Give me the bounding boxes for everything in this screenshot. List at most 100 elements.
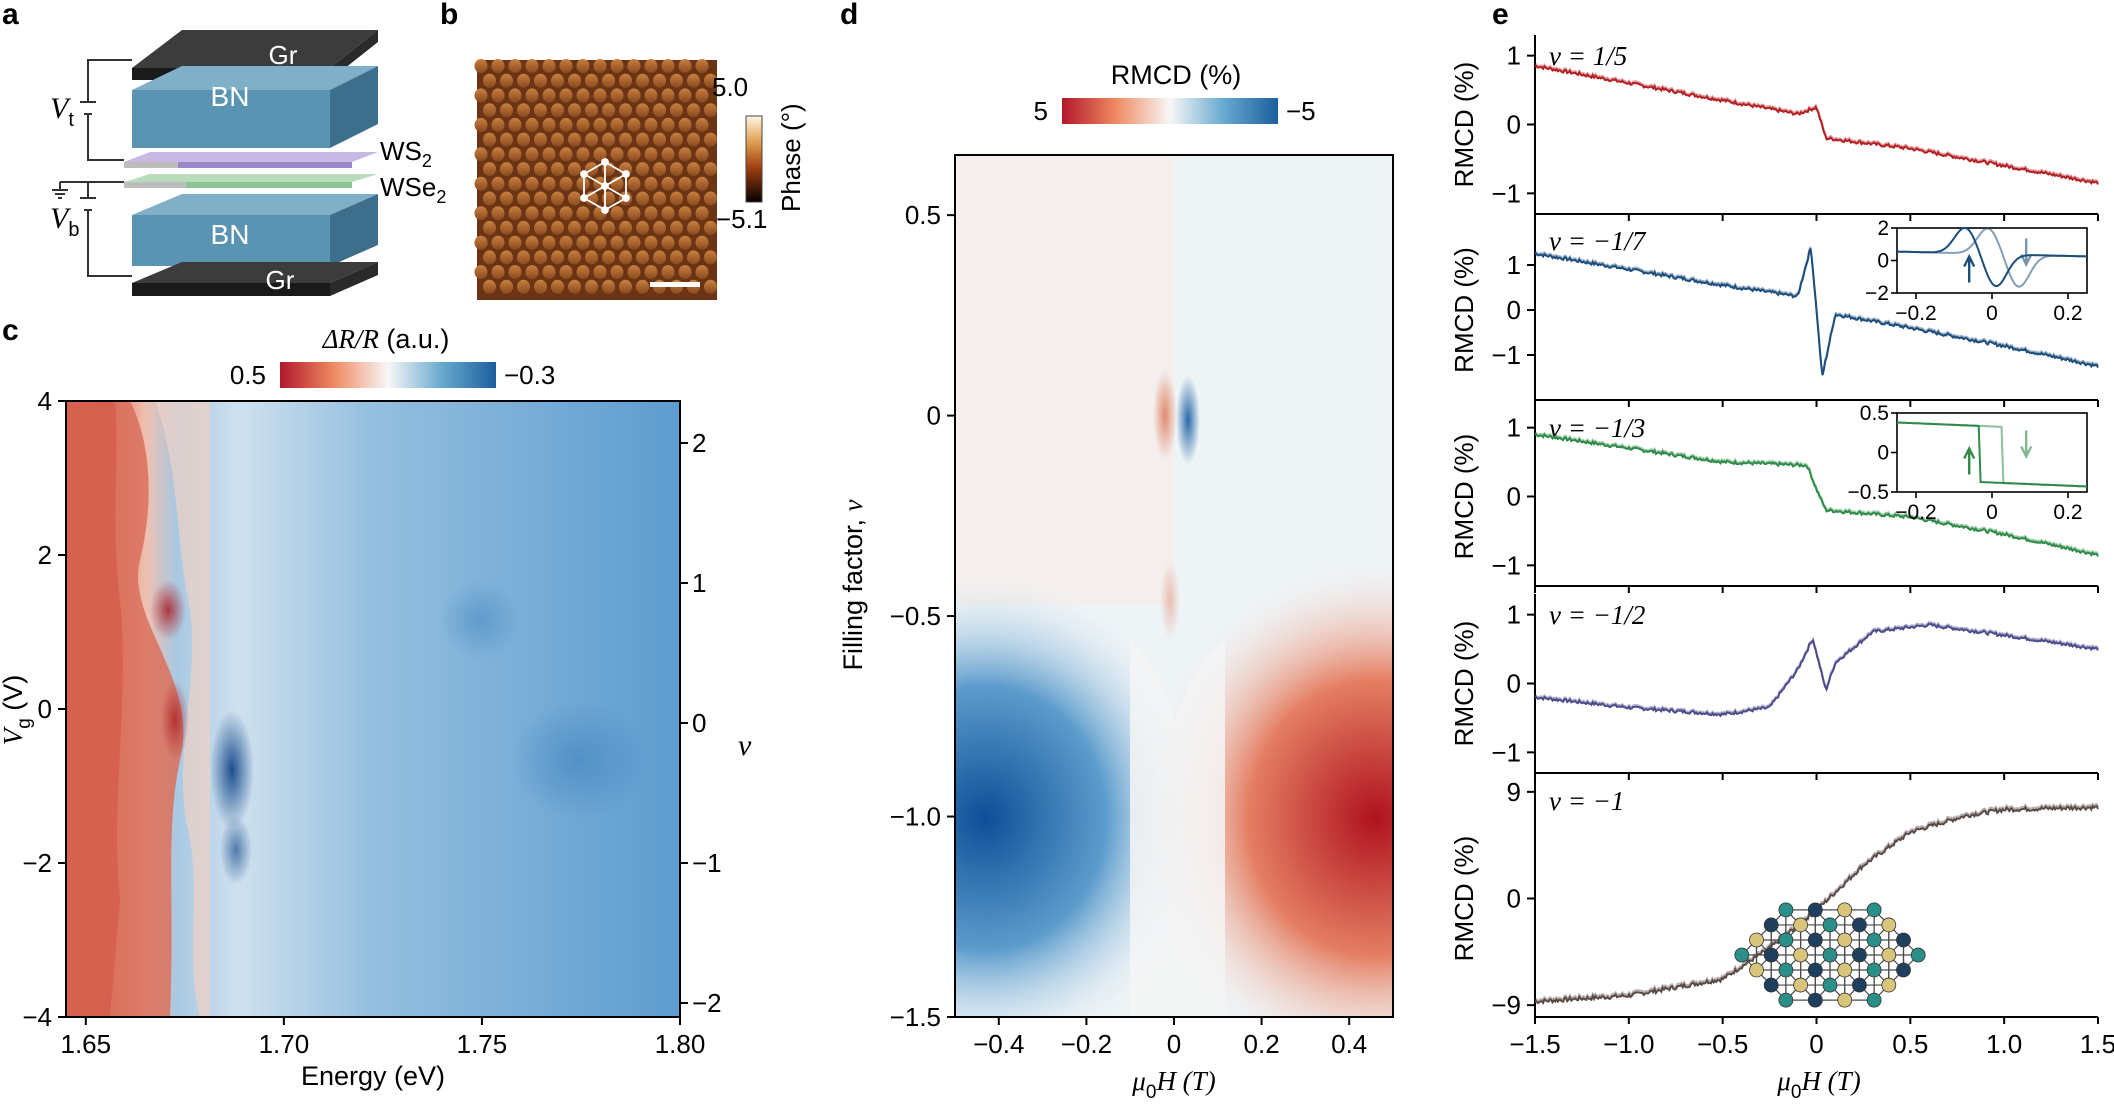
svg-text:Vb: Vb (50, 202, 79, 241)
moire-site (678, 206, 692, 221)
e-ytick-label: 1 (1507, 41, 1521, 71)
moire-site (619, 73, 632, 88)
moire-site (542, 206, 556, 221)
moire-site (661, 235, 675, 250)
c-xlabel: Energy (eV) (301, 1061, 445, 1091)
e-ylabel: RMCD (%) (1449, 247, 1479, 373)
moire-site (491, 206, 505, 221)
moire-site (559, 206, 573, 221)
d-xtick-label: 0.4 (1331, 1029, 1367, 1059)
moire-site (678, 265, 692, 280)
moire-site (636, 132, 649, 147)
d-ytick-label: −1.5 (890, 1002, 941, 1032)
e-series-line-sweep (1535, 246, 2099, 374)
moire-site (644, 117, 658, 132)
moire-site (602, 279, 615, 294)
layer-bn-bottom: BN (132, 194, 378, 266)
moire-site (619, 220, 632, 235)
moire-site (500, 73, 513, 88)
moire-site (704, 250, 717, 265)
arrow-down-icon (2020, 430, 2033, 460)
moire-site (542, 117, 556, 132)
e-ytick-label: 0 (1507, 295, 1521, 325)
moire-site (653, 103, 666, 118)
moire-site (542, 176, 556, 191)
e-xtick-label: 1.5 (2080, 1029, 2114, 1059)
moire-site (670, 162, 683, 177)
moire-site (687, 73, 700, 88)
moire-site (678, 88, 692, 103)
moire-site (542, 88, 556, 103)
lattice-inset-icon (1734, 902, 1926, 1008)
lattice-site (1763, 947, 1779, 963)
lattice-site (1763, 917, 1779, 933)
lattice-site (1778, 962, 1794, 978)
panel-d-letter: d (840, 0, 858, 31)
moire-site (576, 235, 590, 250)
panel-d: d RMCD (%) 5 −5 −0.4 −0.2 0 0.2 0.40.50−0.5−… (838, 0, 1394, 1103)
moire-site (525, 88, 539, 103)
moire-site (610, 235, 624, 250)
moire-site (491, 88, 505, 103)
arrow-up-icon (1963, 445, 1976, 475)
moire-site (508, 147, 522, 162)
moire-site (610, 88, 624, 103)
moire-site (687, 250, 700, 265)
e-inset-sweep-down (1896, 421, 2088, 488)
c-xtick-label: 1.75 (457, 1029, 508, 1059)
moire-site (534, 162, 547, 177)
moire-site (661, 147, 675, 162)
e-ytick-label: −1 (1491, 737, 1521, 767)
panel-a: a Gr BN WS2 WSe2 (2, 0, 446, 296)
moire-site (483, 250, 496, 265)
layer-gr-top-label: Gr (269, 40, 298, 70)
moire-site (670, 191, 683, 206)
moire-site (678, 59, 692, 73)
moire-site (619, 279, 632, 294)
moire-site (644, 235, 658, 250)
panel-a-letter: a (2, 0, 19, 31)
lattice-site (1910, 947, 1926, 963)
lattice-site (1837, 962, 1853, 978)
moire-site (661, 117, 675, 132)
moire-site (610, 265, 624, 280)
c-right-tick-label: −1 (692, 848, 722, 878)
lattice-site (1852, 977, 1867, 993)
c-ytick-label: 2 (38, 540, 52, 570)
moire-site (695, 117, 709, 132)
e-xtick-label: 0.5 (1892, 1029, 1928, 1059)
moire-site (542, 147, 556, 162)
e-ytick-label: 1 (1507, 413, 1521, 443)
phase-colorbar-min: −5.1 (716, 204, 767, 234)
moire-site (517, 250, 530, 265)
moire-site (661, 88, 675, 103)
scale-bar (650, 282, 700, 287)
c-xtick-label: 1.65 (61, 1029, 112, 1059)
moire-site (568, 132, 581, 147)
moire-site (644, 176, 658, 191)
phase-colorbar-max: 5.0 (712, 72, 748, 102)
moire-site (491, 235, 505, 250)
moire-site (661, 206, 675, 221)
e-inset-xtick-label: −0.2 (1895, 302, 1936, 325)
lattice-site (1749, 962, 1764, 978)
e-inset-frame (1896, 412, 2088, 493)
moire-site (670, 132, 683, 147)
moire-site (483, 220, 496, 235)
moire-site (534, 220, 547, 235)
moire-site (483, 162, 496, 177)
moire-site (559, 176, 573, 191)
moire-site (525, 206, 539, 221)
moire-site (508, 59, 522, 73)
moire-site (695, 235, 709, 250)
moire-site (636, 191, 649, 206)
c-colorbar-right: −0.3 (504, 360, 555, 390)
e-series-line (1534, 433, 2099, 557)
lattice-site (1866, 992, 1882, 1008)
moire-site (551, 132, 564, 147)
lattice-site (1837, 902, 1853, 918)
moire-site (687, 162, 700, 177)
moire-site (653, 73, 666, 88)
moire-site (627, 235, 641, 250)
